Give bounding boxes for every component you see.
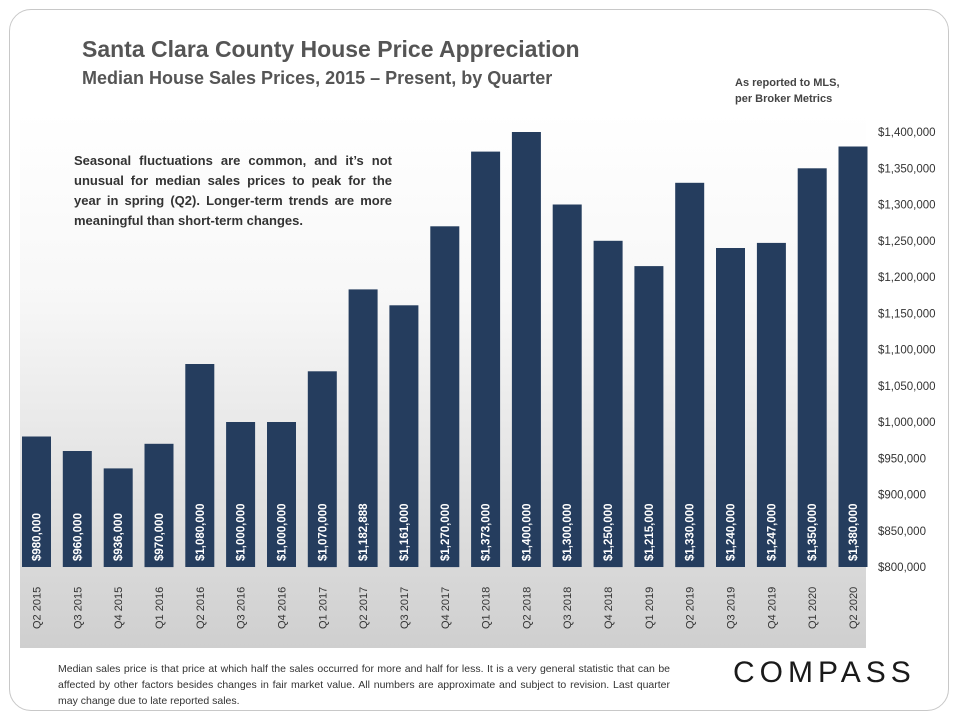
bar xyxy=(144,443,174,568)
bar-value-label: $1,380,000 xyxy=(848,503,860,561)
bar xyxy=(348,289,378,567)
bar xyxy=(716,248,745,567)
bar xyxy=(226,422,256,567)
bar-value-label: $1,215,000 xyxy=(644,503,656,561)
y-axis-tick-label: $1,400,000 xyxy=(878,127,936,139)
bar-value-label: $1,270,000 xyxy=(440,503,452,561)
x-axis-tick-label: Q2 2018 xyxy=(521,587,533,629)
y-axis-tick-label: $1,050,000 xyxy=(878,381,936,393)
x-axis-tick-label: Q1 2016 xyxy=(154,587,166,629)
bar xyxy=(22,436,51,567)
bar xyxy=(471,151,501,567)
source-note-line-1: As reported to MLS, xyxy=(735,77,840,89)
bar xyxy=(675,182,705,568)
x-axis-tick-label: Q2 2019 xyxy=(685,587,697,629)
bar-value-label: $1,070,000 xyxy=(317,503,329,561)
y-axis-tick-label: $850,000 xyxy=(878,526,926,538)
x-axis-tick-label: Q1 2017 xyxy=(317,587,329,629)
bar-value-label: $1,373,000 xyxy=(481,503,493,561)
x-axis-tick-label: Q4 2019 xyxy=(766,587,778,629)
bar xyxy=(593,240,623,568)
x-axis-tick-label: Q3 2017 xyxy=(399,587,411,629)
bar-value-label: $1,161,000 xyxy=(399,503,411,561)
x-axis-tick-label: Q2 2020 xyxy=(848,587,860,629)
bar xyxy=(267,422,296,567)
bar xyxy=(389,305,419,567)
x-axis-tick-label: Q3 2015 xyxy=(72,587,84,629)
bar-value-label: $1,400,000 xyxy=(521,503,533,561)
bar xyxy=(797,168,827,568)
y-axis-tick-label: $800,000 xyxy=(878,562,926,574)
bar-value-label: $1,330,000 xyxy=(685,503,697,561)
bar xyxy=(430,226,460,568)
x-axis-tick-label: Q1 2019 xyxy=(644,587,656,629)
y-axis-tick-label: $1,300,000 xyxy=(878,200,936,212)
x-axis-tick-label: Q3 2019 xyxy=(726,587,738,629)
bar-value-label: $1,000,000 xyxy=(277,503,289,561)
bar-value-label: $1,350,000 xyxy=(807,503,819,561)
bar-value-label: $1,247,000 xyxy=(766,503,778,561)
y-axis-tick-label: $1,250,000 xyxy=(878,236,936,248)
source-note-line-2: per Broker Metrics xyxy=(735,93,833,105)
x-axis-tick-label: Q2 2015 xyxy=(32,587,44,629)
y-axis-tick-label: $900,000 xyxy=(878,490,926,502)
bar-value-label: $960,000 xyxy=(72,513,84,561)
y-axis-labels: $800,000 $850,000 $900,000 $950,000 $1,000,0… xyxy=(878,127,936,574)
x-axis-labels: Q2 2015 Q3 2015 Q4 2015 Q1 2016 Q2 2016 Q3 20… xyxy=(32,587,861,629)
bar-value-label: $1,250,000 xyxy=(603,503,615,561)
bar-value-label: $1,080,000 xyxy=(195,503,207,561)
bar xyxy=(756,242,786,567)
bars xyxy=(22,132,868,568)
bar-value-label: $1,182,888 xyxy=(358,503,370,561)
y-axis-tick-label: $1,200,000 xyxy=(878,272,936,284)
footnote: Median sales price is that price at whic… xyxy=(58,663,670,707)
bar xyxy=(185,364,215,567)
x-axis-tick-label: Q2 2017 xyxy=(358,587,370,629)
x-axis-tick-label: Q4 2016 xyxy=(277,587,289,629)
x-axis-tick-label: Q2 2016 xyxy=(195,587,207,629)
bar-value-label: $1,300,000 xyxy=(562,503,574,561)
chart-annotation: Seasonal fluctuations are common, and it… xyxy=(74,153,392,228)
x-axis-tick-label: Q1 2018 xyxy=(481,587,493,629)
bar-value-label: $936,000 xyxy=(113,513,125,561)
bar xyxy=(511,132,541,567)
y-axis-tick-label: $1,100,000 xyxy=(878,345,936,357)
y-axis-tick-label: $950,000 xyxy=(878,453,926,465)
bar xyxy=(307,371,337,568)
bar xyxy=(552,204,582,567)
x-axis-tick-label: Q3 2016 xyxy=(236,587,248,629)
bar xyxy=(634,266,664,567)
bar-value-label: $1,000,000 xyxy=(236,503,248,561)
x-axis-tick-label: Q4 2015 xyxy=(113,587,125,629)
y-axis-tick-label: $1,350,000 xyxy=(878,163,936,175)
chart-title: Santa Clara County House Price Appreciat… xyxy=(82,36,580,62)
source-note: As reported to MLS, per Broker Metrics xyxy=(735,75,840,107)
x-axis-tick-label: Q4 2017 xyxy=(440,587,452,629)
bar-value-labels: $980,000 $960,000 $936,000 $970,000 $1,080,0… xyxy=(32,503,861,561)
bar-value-label: $970,000 xyxy=(154,513,166,561)
x-axis-tick-label: Q3 2018 xyxy=(562,587,574,629)
y-axis-tick-label: $1,150,000 xyxy=(878,308,936,320)
x-axis-tick-label: Q1 2020 xyxy=(807,587,819,629)
compass-logo: COMPASS xyxy=(733,656,916,689)
bar xyxy=(62,451,92,567)
chart-subtitle: Median House Sales Prices, 2015 – Presen… xyxy=(82,68,553,88)
bar-value-label: $1,240,000 xyxy=(726,503,738,561)
bar-value-label: $980,000 xyxy=(32,513,44,561)
bar xyxy=(103,468,133,567)
y-axis-tick-label: $1,000,000 xyxy=(878,417,936,429)
x-axis-tick-label: Q4 2018 xyxy=(603,587,615,629)
bar xyxy=(838,146,868,567)
